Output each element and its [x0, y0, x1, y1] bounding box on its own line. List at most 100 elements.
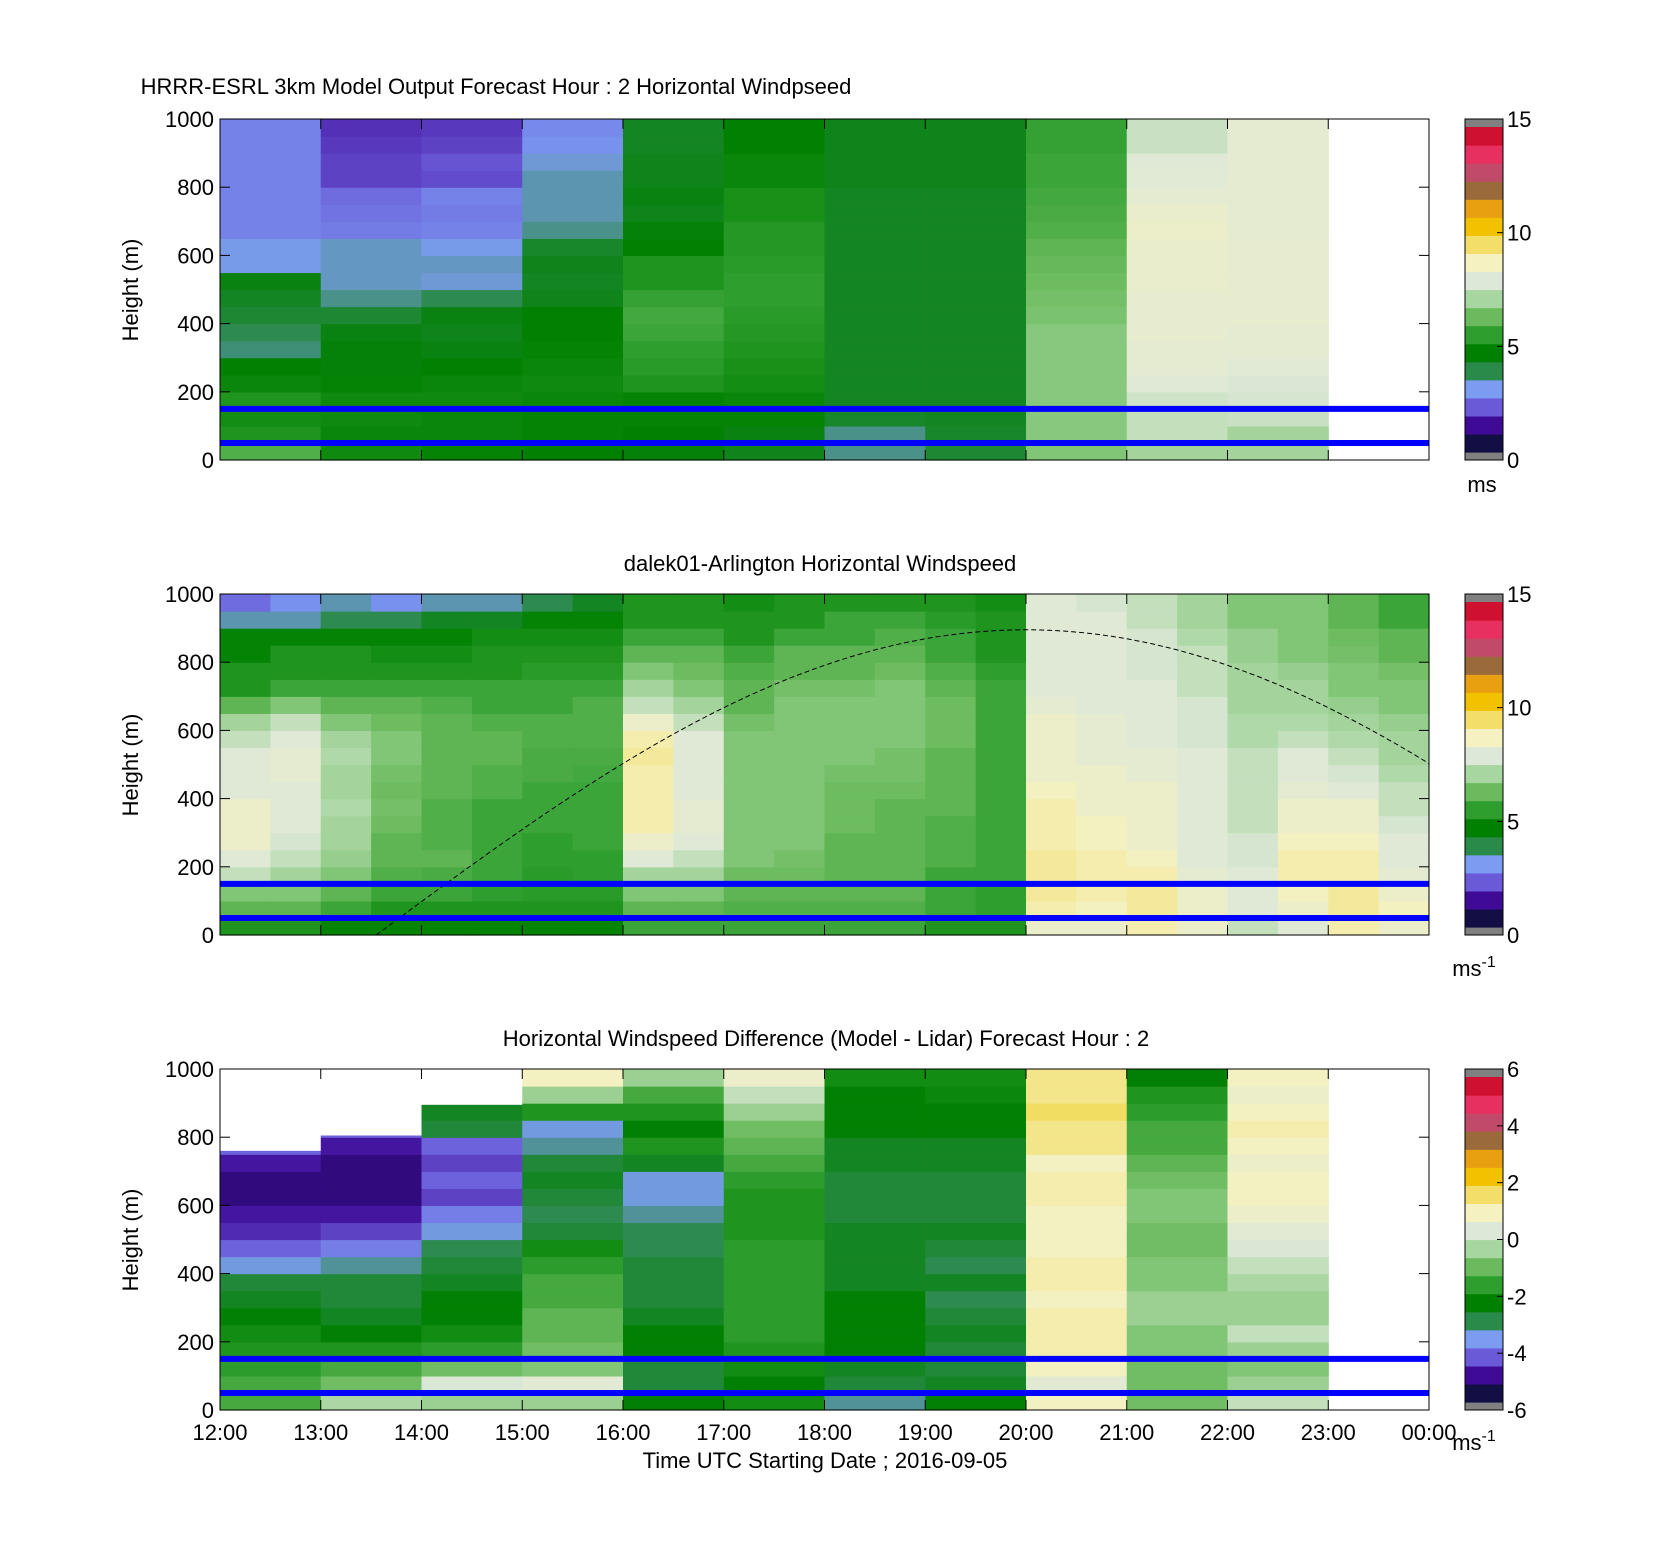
heatmap-cell	[623, 1205, 725, 1224]
heatmap-cell	[774, 900, 826, 919]
heatmap-cell	[1026, 306, 1128, 325]
heatmap-cell	[824, 425, 926, 444]
heatmap-cell	[471, 747, 523, 766]
heatmap-cell	[824, 119, 926, 137]
heatmap-cell	[522, 340, 624, 359]
x-tick-label: 15:00	[495, 1420, 550, 1445]
heatmap-cell	[1076, 815, 1128, 834]
colorbar-swatch	[1465, 872, 1503, 892]
heatmap-cell	[975, 628, 1027, 646]
heatmap-cell	[1227, 645, 1279, 663]
heatmap-cell	[522, 1375, 624, 1394]
x-tick-label: 13:00	[293, 1420, 348, 1445]
heatmap-cell	[673, 781, 725, 800]
heatmap-cell	[1227, 662, 1279, 680]
heatmap-cell	[1126, 1120, 1229, 1138]
heatmap-cell	[371, 917, 423, 936]
heatmap-cell	[220, 153, 322, 171]
heatmap-cell	[1227, 1171, 1329, 1189]
heatmap-cell	[320, 781, 372, 800]
heatmap-cell	[1126, 323, 1229, 342]
heatmap-cell	[421, 1205, 523, 1224]
model-panel-title: HRRR-ESRL 3km Model Output Forecast Hour…	[141, 74, 852, 99]
heatmap-cell	[522, 645, 574, 663]
heatmap-cell	[1126, 238, 1229, 256]
heatmap-cell	[623, 679, 674, 697]
heatmap-cell	[320, 1358, 423, 1377]
heatmap-cell	[824, 713, 876, 731]
heatmap-cell	[673, 679, 725, 697]
heatmap-cell	[774, 798, 826, 817]
heatmap-cell	[421, 289, 523, 308]
colorbar-under-cap	[1465, 452, 1503, 460]
heatmap-cell	[623, 306, 725, 325]
heatmap-cell	[1227, 425, 1329, 444]
heatmap-cell	[270, 781, 322, 800]
heatmap-cell	[471, 866, 523, 885]
heatmap-cell	[925, 611, 977, 629]
heatmap-cell	[522, 662, 574, 680]
heatmap-cell	[220, 747, 271, 766]
heatmap-cell	[874, 713, 926, 731]
lidar-panel-ylabel: Height (m)	[118, 714, 143, 817]
heatmap-cell	[220, 289, 322, 308]
heatmap-cell	[1227, 136, 1329, 154]
heatmap-cell	[371, 628, 423, 646]
heatmap-cell	[774, 611, 826, 629]
heatmap-cell	[1227, 1120, 1329, 1138]
heatmap-cell	[623, 204, 725, 222]
heatmap-cell	[1076, 696, 1128, 714]
y-tick-label: 600	[177, 243, 214, 268]
heatmap-cell	[220, 1150, 322, 1155]
heatmap-cell	[1026, 866, 1077, 885]
heatmap-cell	[1026, 255, 1128, 274]
heatmap-cell	[874, 679, 926, 697]
heatmap-cell	[1126, 713, 1178, 731]
difference-panel-colorbar-unit-exp: -1	[1482, 1428, 1496, 1445]
heatmap-cell	[824, 662, 876, 680]
heatmap-cell	[774, 645, 826, 663]
colorbar-swatch	[1465, 163, 1503, 182]
heatmap-cell	[824, 323, 926, 342]
heatmap-cell	[270, 662, 322, 680]
heatmap-cell	[673, 662, 725, 680]
heatmap-cell	[925, 170, 1027, 188]
heatmap-cell	[723, 1205, 826, 1224]
heatmap-cell	[824, 153, 926, 171]
heatmap-cell	[1026, 357, 1128, 376]
heatmap-cell	[673, 917, 725, 936]
heatmap-cell	[824, 221, 926, 239]
heatmap-cell	[824, 357, 926, 376]
model-panel-reference-lines	[220, 405, 1429, 446]
heatmap-cell	[320, 900, 372, 919]
heatmap-cell	[1026, 679, 1077, 697]
heatmap-cell	[824, 374, 926, 393]
heatmap-cell	[1277, 849, 1329, 868]
heatmap-cell	[623, 900, 674, 919]
heatmap-cell	[1277, 628, 1329, 646]
heatmap-cell	[1076, 917, 1128, 936]
heatmap-cell	[421, 764, 473, 783]
heatmap-cell	[874, 662, 926, 680]
heatmap-cell	[471, 832, 523, 851]
heatmap-cell	[925, 594, 977, 612]
heatmap-cell	[320, 917, 372, 936]
heatmap-cell	[1277, 917, 1329, 936]
heatmap-cell	[522, 679, 574, 697]
colorbar-tick-label: 15	[1507, 582, 1531, 607]
heatmap-cell	[320, 1375, 423, 1394]
heatmap-cell	[1026, 713, 1077, 731]
heatmap-cell	[723, 153, 826, 171]
heatmap-cell	[421, 781, 473, 800]
heatmap-cell	[925, 1239, 1027, 1258]
heatmap-cell	[1126, 679, 1178, 697]
heatmap-cell	[723, 594, 775, 612]
colorbar-swatch	[1465, 1257, 1503, 1277]
heatmap-cell	[1026, 696, 1077, 714]
heatmap-cell	[471, 764, 523, 783]
heatmap-cell	[673, 730, 725, 749]
heatmap-cell	[522, 1307, 624, 1326]
heatmap-cell	[522, 713, 574, 731]
heatmap-cell	[1227, 1392, 1329, 1411]
model-panel-colorbar: 0 5 10 15	[1464, 107, 1531, 473]
